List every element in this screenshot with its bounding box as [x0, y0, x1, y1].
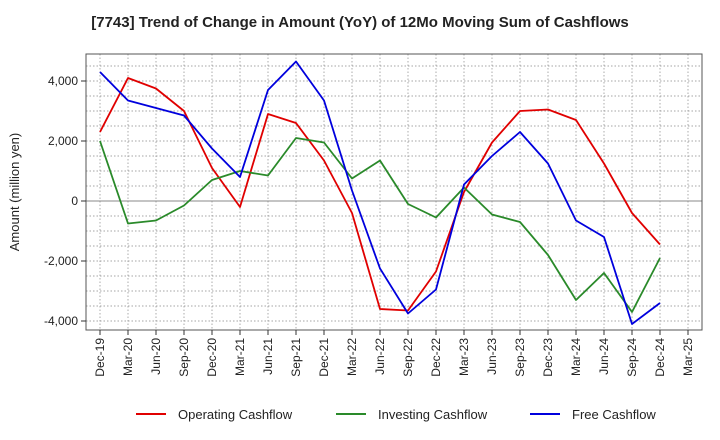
legend-label-operating-cashflow: Operating Cashflow [178, 407, 293, 422]
y-tick-label: 2,000 [48, 134, 78, 148]
legend-label-investing-cashflow: Investing Cashflow [378, 407, 488, 422]
x-tick-label: Dec-22 [429, 338, 443, 377]
x-tick-label: Mar-20 [121, 338, 135, 376]
x-tick-label: Mar-24 [569, 338, 583, 376]
series-line-free-cashflow [99, 60, 661, 325]
x-tick-label: Jun-21 [261, 338, 275, 375]
chart-title: [7743] Trend of Change in Amount (YoY) o… [91, 14, 629, 31]
x-tick-label: Sep-23 [513, 338, 527, 377]
y-tick-label: -2,000 [44, 254, 78, 268]
grid [86, 54, 702, 330]
series-line-investing-cashflow [99, 137, 661, 313]
x-tick-label: Sep-21 [289, 338, 303, 377]
legend-label-free-cashflow: Free Cashflow [572, 407, 656, 422]
x-tick-label: Sep-22 [401, 338, 415, 377]
legend: Operating Cashflow Investing Cashflow Free… [136, 407, 656, 422]
x-tick-label: Dec-21 [317, 338, 331, 377]
y-axis: -4,000 -2,000 0 2,000 4,000 [44, 74, 86, 328]
y-tick-label: -4,000 [44, 314, 78, 328]
x-tick-label: Jun-20 [149, 338, 163, 375]
x-tick-label: Jun-24 [597, 338, 611, 375]
x-tick-label: Dec-23 [541, 338, 555, 377]
plot-frame [85, 53, 703, 331]
x-tick-label: Jun-22 [373, 338, 387, 375]
x-tick-label: Dec-20 [205, 338, 219, 377]
x-tick-label: Sep-24 [625, 338, 639, 377]
x-tick-label: Mar-25 [681, 338, 695, 376]
x-axis: Dec-19 Mar-20 Jun-20 Sep-20 Dec-20 Mar-21 Jun-… [93, 330, 695, 377]
x-tick-label: Mar-22 [345, 338, 359, 376]
x-tick-label: Dec-24 [653, 338, 667, 377]
series-layer [99, 60, 661, 325]
x-tick-label: Sep-20 [177, 338, 191, 377]
y-tick-label: 0 [71, 194, 78, 208]
x-tick-label: Mar-23 [457, 338, 471, 376]
y-tick-label: 4,000 [48, 74, 78, 88]
y-axis-title: Amount (million yen) [7, 133, 22, 252]
series-line-operating-cashflow [99, 77, 661, 312]
x-tick-label: Dec-19 [93, 338, 107, 377]
x-tick-label: Mar-21 [233, 338, 247, 376]
x-tick-label: Jun-23 [485, 338, 499, 375]
